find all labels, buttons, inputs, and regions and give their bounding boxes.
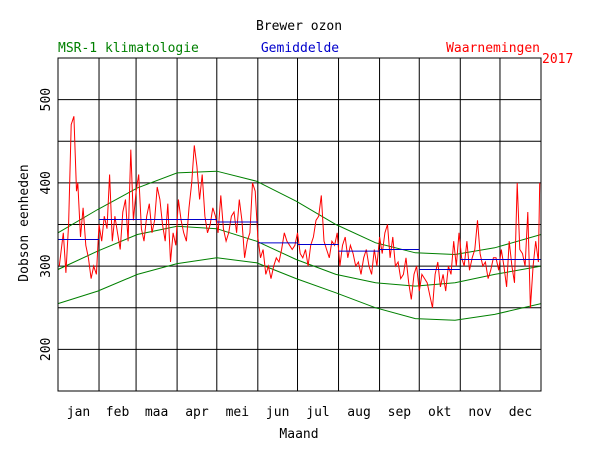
x-tick-label: sep [388,405,412,420]
grid [58,58,541,391]
climatology-lower-curve [57,257,542,321]
x-tick-labels: jan feb maa apr mei jun jul aug sep okt nov dec [67,405,532,420]
y-tick-label: 200 [39,338,54,361]
legend-observations: Waarnemingen [446,41,540,56]
y-tick-label: 400 [39,171,54,194]
observations-line [58,116,541,308]
legend-climatology: MSR-1 klimatologie [58,41,199,56]
y-tick-labels: 200 300 400 500 [39,88,54,361]
x-axis-label: Maand [279,427,318,442]
x-tick-label: jun [266,405,289,420]
legend-mean: Gemiddelde [261,41,339,56]
x-tick-label: feb [106,405,130,420]
plot-frame [57,57,542,392]
x-tick-label: okt [428,405,451,420]
x-tick-label: jan [67,405,90,420]
x-tick-label: maa [145,405,168,420]
x-tick-label: apr [185,405,209,420]
x-tick-label: mei [226,405,249,420]
chart-title: Brewer ozon [256,19,342,34]
x-tick-label: dec [509,405,532,420]
year-label: 2017 [542,52,573,67]
x-tick-label: nov [468,405,492,420]
x-tick-label: jul [306,405,329,420]
y-tick-label: 300 [39,254,54,277]
monthly-mean-lines [58,219,541,270]
climatology-mean-curve [57,225,542,287]
y-tick-label: 500 [39,88,54,111]
climatology-upper-curve [57,170,542,256]
y-axis-label: Dobson eenheden [17,164,32,281]
x-tick-label: aug [347,405,370,420]
observations-series [58,116,541,308]
